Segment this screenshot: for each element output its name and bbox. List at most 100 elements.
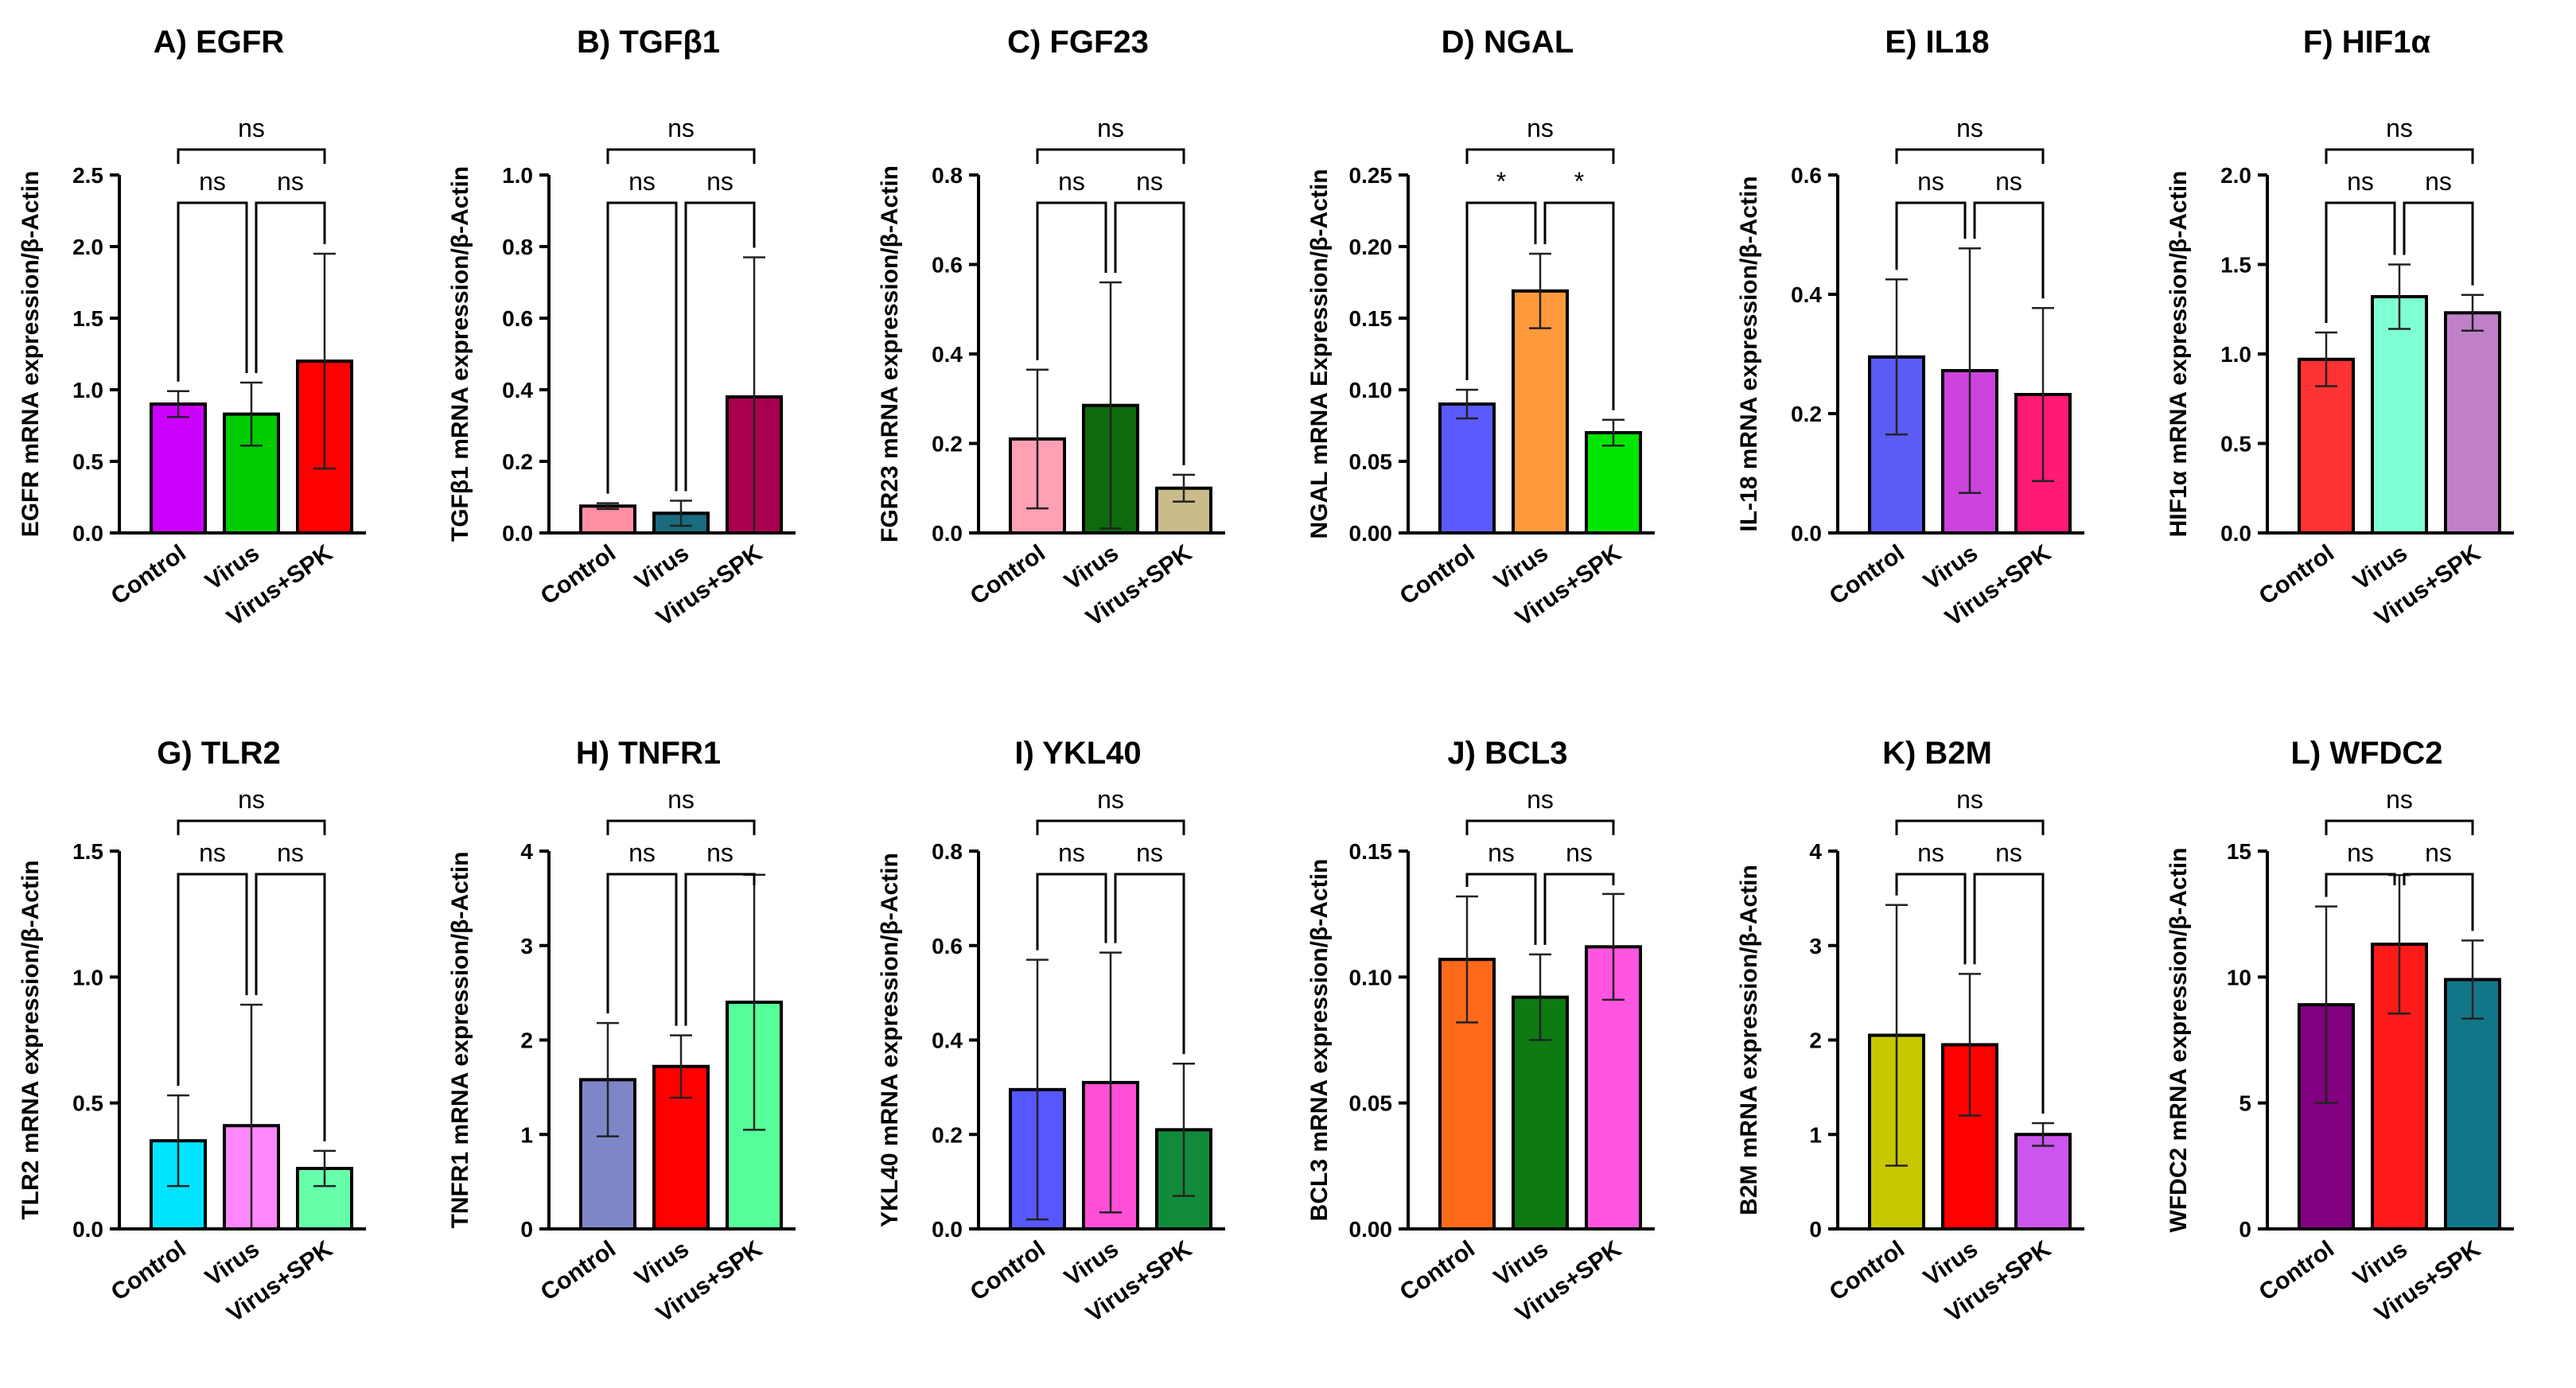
y-tick-label: 1 [520,1122,533,1147]
significance-label: ns [1995,838,2022,867]
significance-label: ns [277,167,304,196]
bracket-line [1036,819,1185,835]
error-bar-control [2315,905,2337,1104]
y-axis-label: IL-18 mRNA expression/β-Actin [1736,176,1762,531]
bracket-line [2325,819,2474,835]
significance-bracket-virus-vs-virus-spk: ns [1973,838,2045,1114]
y-tick-label: 1.5 [72,306,103,331]
y-tick-label: 1.0 [72,965,103,989]
bracket-line [177,819,326,835]
y-tick-label: 5 [2239,1091,2251,1116]
significance-bracket-virus-vs-virus-spk: ns [684,838,756,1026]
panel-wfdc2: L) WFDC2 WFDC2 mRNA expression/β-Actin 0 5 1… [2165,736,2514,1328]
significance-bracket-control-vs-virus: ns [606,838,678,1026]
y-tick-label: 0.0 [72,1217,103,1242]
bracket-line [684,873,756,1026]
significance-bracket-virus-vs-virus-spk: ns [1543,838,1615,945]
y-tick-label: 0.25 [1349,163,1393,188]
y-tick-label: 0.10 [1349,965,1393,989]
significance-bracket-virus-vs-virus-spk: ns [684,167,756,492]
bracket-line [1895,148,2045,164]
significance-label: ns [2347,838,2374,867]
significance-bracket-control-vs-virus: ns [177,167,248,382]
significance-label: ns [2386,114,2413,142]
error-bar-control [1026,368,1049,510]
error-bar-control [597,502,619,511]
error-bar-virus-spk [2461,939,2484,1020]
y-tick-label: 2.0 [72,235,103,259]
y-tick-label: 0.2 [1791,402,1822,426]
x-tick-label: Control [966,1236,1050,1306]
bracket-line [1114,201,1185,465]
significance-label: ns [1917,838,1944,867]
y-tick-label: 1 [1809,1122,1822,1147]
y-axis-label: TGFβ1 mRNA expression/β-Actin [447,166,473,542]
bracket-line [1973,201,2045,299]
y-tick-label: 0 [1809,1217,1822,1242]
x-tick-label: Control [1825,540,1909,610]
y-tick-label: 0.0 [1791,521,1822,546]
bracket-line [1036,148,1185,164]
panel-title: L) WFDC2 [2290,736,2442,771]
y-tick-label: 0.8 [502,235,533,259]
significance-bracket-control-vs-virus-spk: ns [606,785,756,835]
bracket-line [255,873,326,1141]
x-tick-label: Control [107,540,191,610]
bracket-line [2403,201,2474,286]
significance-bracket-virus-vs-virus-spk: ns [2403,838,2474,931]
significance-label: ns [2347,167,2374,196]
significance-label: ns [706,167,733,196]
significance-bracket-virus-vs-virus-spk: ns [1973,167,2045,299]
bar-virus-spk [2014,1133,2072,1231]
significance-bracket-virus-vs-virus-spk: ns [255,838,326,1141]
significance-label: ns [1136,838,1163,867]
panel-tlr2: G) TLR2 TLR2 mRNA expression/β-Actin 0.0 0.… [18,736,366,1328]
error-bar-virus [670,1034,692,1099]
y-tick-label: 0.15 [1349,306,1393,331]
y-tick-label: 1.0 [502,163,533,188]
bracket-line [606,873,678,1026]
x-tick-label: Control [1825,1236,1909,1306]
significance-bracket-control-vs-virus: ns [2325,838,2396,897]
error-bar-virus-spk [1602,418,1625,447]
y-tick-label: 0.0 [932,521,963,546]
significance-label: ns [1097,114,1124,142]
significance-bracket-control-vs-virus: ns [606,167,678,494]
significance-label: ns [1917,167,1944,196]
significance-label: ns [1566,838,1593,867]
significance-bracket-control-vs-virus-spk: ns [1036,785,1185,835]
panel-title: A) EGFR [154,25,285,60]
bracket-line [2325,148,2474,164]
y-tick-label: 0.0 [932,1217,963,1242]
significance-label: ns [667,114,695,142]
panel-title: H) TNFR1 [576,736,721,771]
y-tick-label: 1.5 [2220,253,2251,278]
bracket-line [2403,873,2474,931]
significance-label: ns [1527,785,1554,814]
significance-label: * [1574,167,1584,196]
significance-bracket-control-vs-virus-spk: ns [177,785,326,835]
significance-label: ns [706,838,733,867]
y-tick-label: 0.6 [932,253,963,278]
y-axis-label: EGFR mRNA expression/β-Actin [18,171,44,538]
y-tick-label: 3 [1809,934,1822,958]
significance-bracket-virus-vs-virus-spk: ns [2403,167,2474,286]
error-bar-control [167,390,189,418]
panel-title: I) YKL40 [1014,736,1141,771]
y-axis-label: NGAL mRNA Expression/β-Actin [1306,169,1333,538]
significance-bracket-control-vs-virus-spk: ns [177,114,326,164]
significance-label: ns [628,838,656,867]
error-bar-control [1026,958,1049,1221]
bracket-line [177,873,248,1087]
error-bar-virus-spk [313,252,336,470]
panel-bcl3: J) BCL3 BCL3 mRNA expression/β-Actin 0.00 0… [1306,736,1655,1328]
significance-bracket-control-vs-virus-spk: ns [2325,114,2474,164]
significance-bracket-virus-vs-virus-spk: ns [1114,167,1185,465]
y-tick-label: 0.5 [72,1091,103,1116]
panel-egfr: A) EGFR EGFR mRNA expression/β-Actin 0.0 0.… [18,25,366,632]
significance-label: ns [1097,785,1124,814]
significance-label: ns [1058,167,1085,196]
y-tick-label: 2.5 [72,163,103,188]
y-tick-label: 0.0 [502,521,533,546]
